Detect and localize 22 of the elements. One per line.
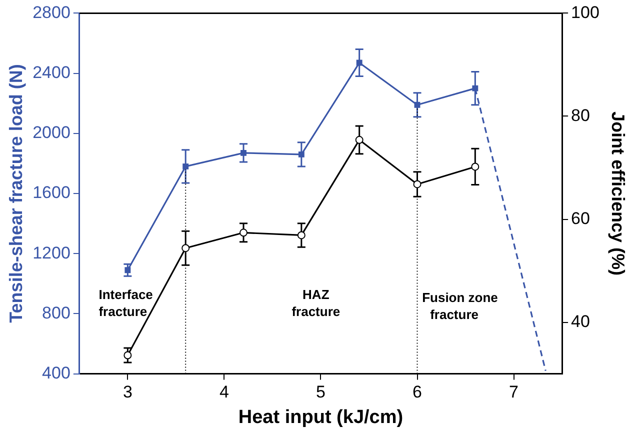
annotation: Fusion zone fracture <box>422 290 498 322</box>
x-tick-label: 5 <box>316 382 326 402</box>
y-tick-label: 2000 <box>32 123 70 142</box>
x-tick-label: 3 <box>122 382 132 402</box>
y-tick-label: 2800 <box>32 2 70 22</box>
x-tick-label: 4 <box>219 382 229 402</box>
y2-tick-label: 40 <box>571 312 590 331</box>
x-tick-label: 7 <box>509 382 519 402</box>
x-axis-title: Heat input (kJ/cm) <box>238 406 404 428</box>
annotation: HAZ fracture <box>292 286 340 319</box>
y-tick-label: 1600 <box>32 183 70 202</box>
y-tick-label: 2400 <box>32 62 70 82</box>
y2-axis-title: Joint efficiency (%) <box>608 111 628 276</box>
y-tick-label: 1200 <box>32 243 70 262</box>
y2-tick-label: 80 <box>571 106 590 125</box>
y-tick-label: 400 <box>42 363 70 382</box>
annotation: Interface fracture <box>98 286 153 319</box>
y2-tick-label: 100 <box>571 2 600 22</box>
y-axis-title: Tensile-shear fracture load (N) <box>6 64 26 323</box>
x-tick-label: 6 <box>412 382 422 402</box>
y-tick-label: 800 <box>42 303 70 322</box>
y2-tick-label: 60 <box>571 208 590 228</box>
